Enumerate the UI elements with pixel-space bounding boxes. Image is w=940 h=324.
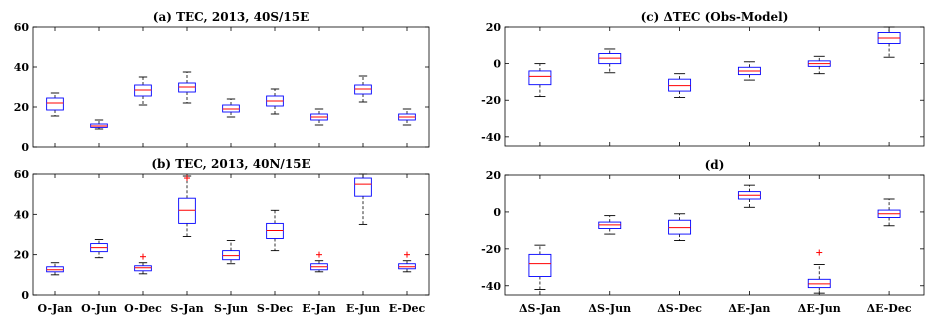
box-body bbox=[46, 266, 64, 273]
y-tick-label: 20 bbox=[486, 169, 502, 182]
axes-frame bbox=[504, 26, 925, 147]
box-E-Dec: E-Dec bbox=[389, 174, 426, 315]
x-tick-label: ΔS-Dec bbox=[657, 302, 702, 315]
panel-d: (d) -40 -20 0 20 ΔS-Jan ΔS-Jun ΔS-Dec ΔE-Jan ΔE-J… bbox=[481, 158, 925, 315]
box-body bbox=[46, 97, 64, 111]
y-tick-label: 20 bbox=[486, 21, 502, 34]
box-ΔS-Jan: ΔS-Jan bbox=[519, 175, 561, 315]
panel-b: (b) TEC, 2013, 40N/15E 0 20 40 60 O-Jan O-Jun O… bbox=[14, 157, 430, 315]
box-body bbox=[354, 177, 372, 197]
panel-title: (a) TEC, 2013, 40S/15E bbox=[153, 10, 309, 24]
box-E-Dec bbox=[398, 27, 416, 147]
x-tick-label: S-Jun bbox=[214, 302, 248, 315]
x-tick-label: ΔS-Jan bbox=[519, 302, 561, 315]
y-tick-label: 0 bbox=[21, 289, 29, 302]
box-ΔE-Dec: ΔE-Dec bbox=[867, 175, 912, 315]
box-ΔS-Jun bbox=[598, 27, 622, 146]
outlier-point bbox=[184, 175, 190, 182]
box-ΔS-Jun: ΔS-Jun bbox=[588, 175, 631, 315]
x-tick-label: E-Jan bbox=[302, 302, 335, 315]
box-body bbox=[134, 265, 152, 272]
box-ΔS-Jan bbox=[528, 27, 552, 146]
y-tick-label: -40 bbox=[481, 131, 501, 144]
box-body bbox=[178, 197, 196, 224]
axes-frame bbox=[32, 173, 430, 296]
panel-c: (c) ΔTEC (Obs-Model) -40 -20 0 20 bbox=[481, 10, 925, 147]
box-O-Dec: O-Dec bbox=[124, 174, 162, 315]
y-tick-label: 0 bbox=[493, 58, 501, 71]
x-tick-label: ΔE-Dec bbox=[867, 302, 912, 315]
x-tick-label: ΔE-Jun bbox=[798, 302, 841, 315]
x-tick-label: O-Jan bbox=[38, 302, 73, 315]
x-tick-label: S-Dec bbox=[257, 302, 293, 315]
box-O-Jun bbox=[90, 27, 108, 147]
axes-frame bbox=[32, 26, 430, 148]
x-tick-label: ΔS-Jun bbox=[588, 302, 631, 315]
box-E-Jun bbox=[354, 27, 372, 147]
box-O-Jun: O-Jun bbox=[81, 174, 117, 315]
y-tick-label: 40 bbox=[14, 208, 30, 221]
box-ΔE-Jan: ΔE-Jan bbox=[728, 175, 770, 315]
box-ΔE-Dec bbox=[877, 26, 901, 146]
box-O-Jan bbox=[46, 27, 64, 147]
y-tick-label: 40 bbox=[14, 61, 30, 74]
y-tick-label: 20 bbox=[14, 249, 30, 262]
panel-title: (c) ΔTEC (Obs-Model) bbox=[641, 10, 789, 24]
x-tick-label: E-Jun bbox=[346, 302, 380, 315]
box-S-Dec bbox=[266, 27, 284, 147]
x-tick-label: S-Jan bbox=[170, 302, 203, 315]
box-body bbox=[528, 253, 552, 277]
box-ΔS-Dec bbox=[668, 27, 692, 146]
y-tick-label: 0 bbox=[493, 206, 501, 219]
y-tick-label: -40 bbox=[481, 280, 501, 293]
y-tick-label: 0 bbox=[21, 141, 29, 154]
y-tick-label: -20 bbox=[481, 243, 501, 256]
box-ΔE-Jun bbox=[807, 27, 831, 146]
x-tick-label: ΔE-Jan bbox=[728, 302, 770, 315]
y-tick-label: -20 bbox=[481, 94, 501, 107]
box-ΔE-Jun: ΔE-Jun bbox=[798, 175, 841, 315]
panel-title: (d) bbox=[705, 158, 725, 172]
box-body bbox=[528, 70, 552, 86]
outlier-point bbox=[404, 251, 410, 258]
box-E-Jan bbox=[310, 27, 328, 147]
outlier-point bbox=[816, 249, 823, 256]
box-S-Jan bbox=[178, 27, 196, 147]
box-O-Dec bbox=[134, 27, 152, 147]
box-E-Jan: E-Jan bbox=[302, 174, 336, 315]
box-S-Jun: S-Jun bbox=[214, 174, 248, 315]
box-body bbox=[398, 263, 416, 270]
box-O-Jan: O-Jan bbox=[38, 174, 73, 315]
x-tick-label: O-Dec bbox=[124, 302, 162, 315]
panel-a: (a) TEC, 2013, 40S/15E 0 20 40 60 bbox=[14, 10, 430, 154]
axes-frame bbox=[504, 174, 925, 296]
outlier-point bbox=[316, 251, 322, 258]
y-tick-label: 60 bbox=[14, 168, 30, 181]
outlier-point bbox=[140, 253, 146, 260]
panel-title: (b) TEC, 2013, 40N/15E bbox=[151, 157, 310, 171]
box-S-Jun bbox=[222, 27, 240, 147]
box-S-Dec: S-Dec bbox=[257, 174, 293, 315]
box-body bbox=[222, 250, 240, 261]
y-tick-label: 20 bbox=[14, 101, 30, 114]
box-E-Jun: E-Jun bbox=[346, 173, 380, 315]
y-tick-label: 60 bbox=[14, 21, 30, 34]
box-ΔS-Dec: ΔS-Dec bbox=[657, 175, 702, 315]
box-body bbox=[266, 222, 284, 239]
x-tick-label: O-Jun bbox=[81, 302, 117, 315]
box-ΔE-Jan bbox=[737, 27, 761, 146]
x-tick-label: E-Dec bbox=[389, 302, 426, 315]
box-S-Jan: S-Jan bbox=[170, 174, 204, 315]
